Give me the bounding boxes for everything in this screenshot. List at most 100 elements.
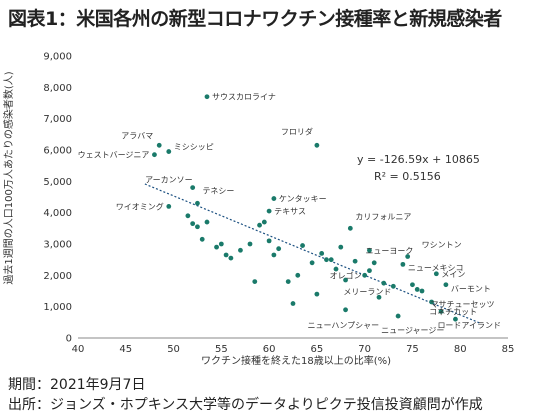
data-label: メリーランド — [343, 287, 391, 296]
data-point — [367, 247, 372, 253]
y-tick-label: 1,000 — [43, 302, 72, 313]
data-point — [429, 299, 434, 305]
data-point — [390, 283, 396, 289]
data-point — [410, 282, 415, 288]
x-tick-label: 55 — [215, 344, 228, 355]
data-label: ワシントン — [422, 241, 462, 250]
data-point — [376, 294, 382, 300]
figure-title: 図表1：米国各州の新型コロナワクチン接種率と新規感染者 — [8, 8, 502, 30]
data-point — [343, 277, 348, 283]
data-point — [195, 200, 200, 206]
data-label: テキサス — [274, 207, 306, 216]
data-point — [199, 236, 205, 242]
y-tick-label: 6,000 — [43, 146, 72, 157]
data-point — [400, 261, 406, 267]
data-point — [314, 142, 320, 148]
data-point — [309, 260, 315, 266]
y-tick-label: 0 — [66, 334, 72, 345]
data-point — [300, 243, 305, 248]
data-point — [343, 307, 348, 313]
data-point — [261, 219, 267, 225]
y-tick-label: 2,000 — [43, 271, 72, 282]
data-point — [266, 238, 272, 244]
data-label: ミシシッピ — [174, 143, 214, 152]
data-label: ワイオミング — [116, 201, 164, 211]
data-point — [438, 308, 444, 314]
x-tick-label: 75 — [406, 344, 419, 355]
data-point — [352, 258, 358, 264]
data-point — [367, 268, 372, 274]
data-label: コネチカット — [429, 307, 477, 316]
data-label: マサチューセッツ — [431, 300, 495, 309]
x-tick-label: 50 — [167, 344, 180, 355]
data-point — [285, 279, 291, 284]
data-label: ニューヨーク — [365, 246, 413, 255]
data-point — [214, 244, 219, 250]
scatter-chart: 過去1週間の人口100万人あたりの感染者数(人) ワクチン接種を終えた18歳以上… — [0, 38, 550, 368]
data-point — [247, 241, 253, 247]
data-label: ロードアイランド — [437, 321, 501, 330]
data-label: アーカンソー — [145, 176, 193, 185]
data-point — [290, 301, 296, 306]
data-point — [328, 257, 334, 263]
data-point — [257, 222, 262, 228]
data-point — [419, 288, 425, 294]
trendline — [144, 183, 480, 324]
data-label: ケンタッキー — [279, 195, 327, 204]
data-point — [319, 251, 325, 256]
x-axis-label: ワクチン接種を終えた18歳以上の比率(%) — [201, 354, 391, 367]
data-point — [371, 260, 377, 266]
data-label: オレゴン — [330, 270, 362, 280]
data-point — [218, 241, 224, 247]
x-tick-label: 65 — [311, 344, 324, 355]
data-point — [324, 257, 329, 263]
data-point — [266, 208, 272, 214]
x-tick-label: 70 — [358, 344, 371, 355]
data-point — [204, 94, 210, 100]
data-point — [166, 149, 172, 154]
r-squared: R² = 0.5156 — [374, 170, 441, 183]
data-point — [414, 287, 420, 292]
y-tick-label: 8,000 — [43, 83, 72, 94]
data-label: カリフォルニア — [355, 212, 411, 221]
data-point — [405, 254, 411, 259]
data-point — [338, 244, 344, 250]
period-note: 期間：2021年9月7日 — [8, 377, 146, 393]
data-point — [381, 280, 387, 286]
data-point — [271, 252, 277, 258]
data-point — [333, 266, 339, 272]
x-tick-label: 40 — [72, 344, 85, 355]
x-tick-label: 60 — [263, 344, 276, 355]
chart-svg: 過去1週間の人口100万人あたりの感染者数(人) ワクチン接種を終えた18歳以上… — [2, 52, 515, 368]
data-point — [195, 224, 200, 230]
data-label: ニューハンプシャー — [308, 321, 380, 330]
data-point — [223, 252, 229, 258]
y-tick-label: 9,000 — [43, 52, 72, 63]
data-point — [166, 204, 172, 209]
data-point — [276, 246, 282, 252]
data-label: ニュージャージー — [381, 326, 444, 335]
x-tick-label: 85 — [502, 344, 515, 355]
data-point — [152, 152, 157, 158]
y-tick-label: 3,000 — [43, 240, 72, 251]
data-point — [185, 213, 191, 219]
data-point — [190, 221, 196, 227]
data-point — [228, 255, 234, 261]
data-point — [314, 291, 320, 297]
x-tick-label: 45 — [119, 344, 132, 355]
data-label: ニューメキシコ — [408, 263, 464, 272]
data-label: バーモント — [451, 285, 491, 294]
data-point — [362, 272, 368, 278]
source-note: 出所：ジョンズ・ホプキンス大学等のデータよりピクテ投信投資顧問が作成 — [8, 397, 483, 413]
data-label: メイン — [441, 270, 465, 279]
y-axis-label: 過去1週間の人口100万人あたりの感染者数(人) — [2, 71, 15, 284]
data-point — [395, 313, 401, 319]
data-point — [347, 225, 353, 231]
data-label: サウスカロライナ — [212, 93, 276, 102]
y-tick-label: 5,000 — [43, 177, 72, 188]
trendline-equation: y = -126.59x + 10865 — [357, 153, 480, 166]
y-tick-label: 4,000 — [43, 208, 72, 219]
data-point — [156, 142, 162, 148]
data-point — [433, 271, 439, 277]
data-label: アラバマ — [121, 131, 153, 140]
